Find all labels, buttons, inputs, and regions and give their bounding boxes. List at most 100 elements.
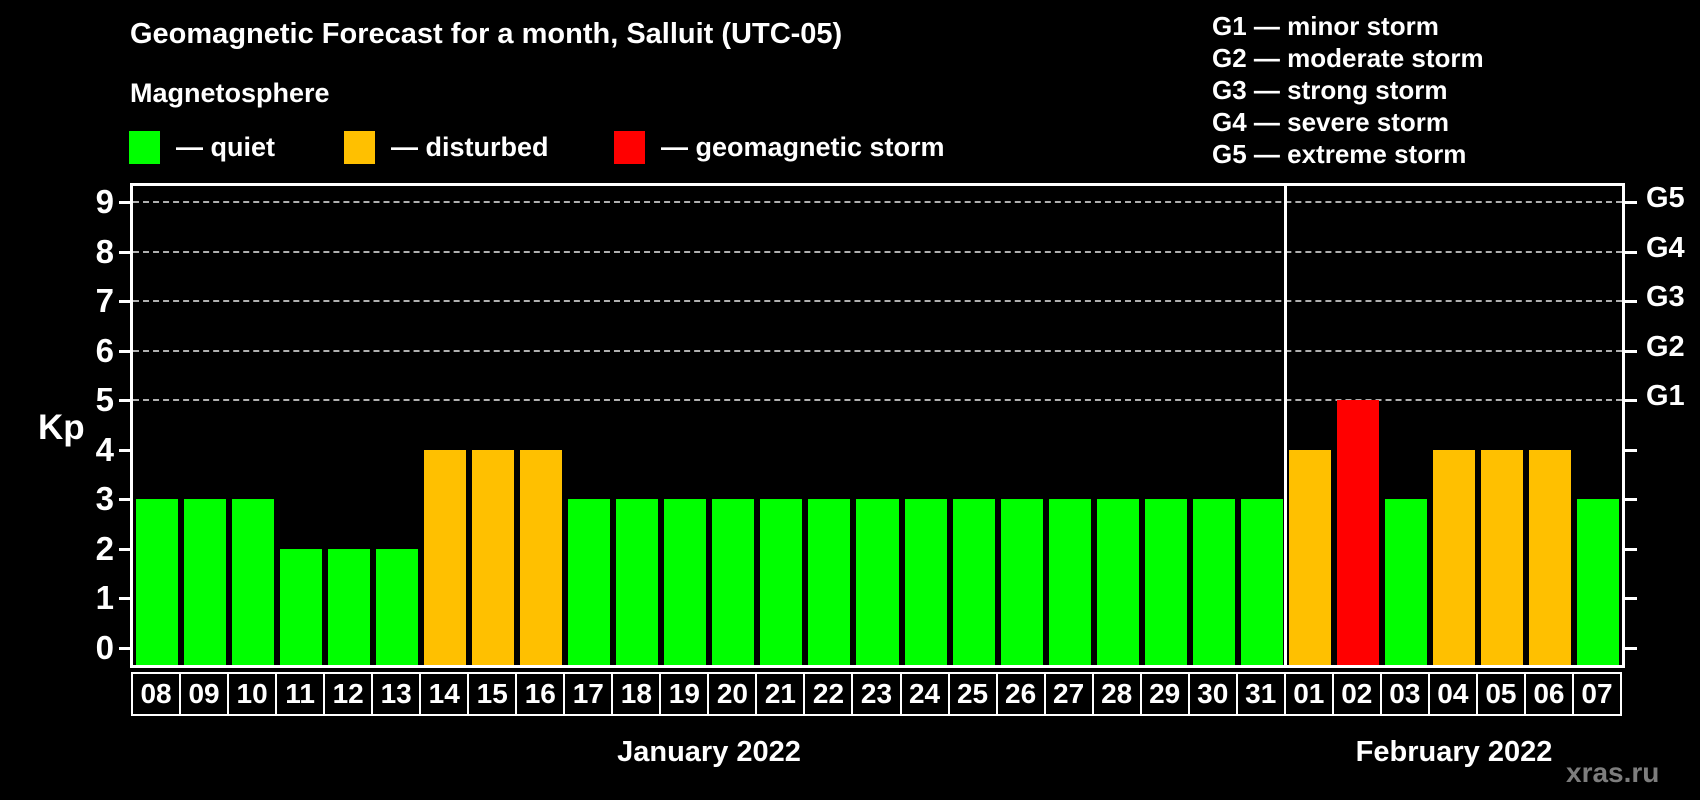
kp-bar [904, 499, 947, 665]
y-axis-tick [119, 597, 130, 600]
day-label: 10 [227, 672, 278, 716]
day-label: 26 [995, 672, 1046, 716]
day-label: 17 [563, 672, 614, 716]
y-axis-tick [119, 547, 130, 551]
day-label: 04 [1427, 672, 1478, 716]
storm-scale-item-g3: G3 — strong storm [1212, 75, 1448, 105]
day-label: 08 [131, 672, 182, 716]
g-scale-label: G2 [1646, 330, 1685, 363]
gridline [133, 399, 1622, 401]
month-separator [1284, 186, 1288, 665]
storm-color-swatch-icon [614, 131, 645, 164]
day-label: 06 [1523, 672, 1574, 716]
y-axis-tick-label: 5 [95, 381, 114, 418]
y-axis-tick [119, 349, 130, 353]
right-axis-tick [1625, 201, 1637, 204]
kp-bar [1576, 499, 1619, 665]
storm-scale-legend: G1 — minor storm G2 — moderate storm G3 … [1212, 10, 1484, 170]
day-label: 31 [1235, 672, 1286, 716]
kp-bar [1288, 449, 1331, 665]
day-label: 30 [1187, 672, 1238, 716]
kp-bar [1336, 400, 1379, 665]
legend-item-disturbed: — disturbed [344, 131, 549, 164]
kp-bar [136, 499, 179, 665]
kp-bar [568, 499, 611, 665]
gridline [133, 300, 1622, 302]
kp-bar [616, 499, 659, 665]
g-scale-label: G4 [1646, 231, 1685, 264]
day-label: 21 [755, 672, 806, 716]
day-label: 11 [275, 672, 326, 716]
y-axis-tick-label: 4 [95, 430, 114, 468]
day-label: 12 [323, 672, 374, 716]
storm-scale-item-g2: G2 — moderate storm [1212, 43, 1484, 73]
kp-bar [1384, 499, 1427, 665]
kp-bar [520, 449, 563, 665]
kp-bar [376, 548, 419, 665]
right-axis-tick [1625, 498, 1637, 501]
day-label: 13 [371, 672, 422, 716]
day-label: 19 [659, 672, 710, 716]
y-axis-tick [119, 201, 130, 204]
legend-label: — disturbed [391, 132, 549, 162]
g-scale-label: G3 [1646, 281, 1685, 313]
kp-bar [952, 499, 995, 665]
kp-bar [1048, 499, 1091, 665]
kp-bar [1240, 499, 1283, 665]
watermark: xras.ru [1566, 757, 1660, 788]
day-label: 15 [467, 672, 518, 716]
y-axis-tick-label: 9 [95, 183, 114, 220]
kp-bar [856, 499, 899, 665]
day-label: 25 [947, 672, 998, 716]
right-axis-tick [1625, 250, 1637, 254]
day-label: 09 [179, 672, 230, 716]
y-axis-tick-label: 7 [95, 282, 114, 319]
kp-bar [1528, 449, 1571, 665]
kp-bar [232, 499, 275, 665]
kp-bar [1432, 449, 1475, 665]
quiet-color-swatch-icon [129, 131, 160, 164]
g-scale-label: G1 [1646, 380, 1685, 412]
day-label: 07 [1571, 672, 1622, 716]
storm-scale-item-g5: G5 — extreme storm [1212, 139, 1467, 169]
right-axis-tick [1625, 349, 1637, 353]
g-scale-label: G5 [1646, 182, 1685, 214]
kp-bar [280, 548, 323, 665]
y-axis-tick-label: 2 [95, 529, 114, 567]
legend-label: — quiet [176, 132, 275, 162]
y-axis-tick-label: 6 [95, 331, 114, 369]
storm-scale-item-g1: G1 — minor storm [1212, 11, 1439, 41]
magnetosphere-label: Magnetosphere [130, 78, 330, 108]
kp-bar [1096, 499, 1139, 665]
day-label: 29 [1139, 672, 1190, 716]
kp-bar [1144, 499, 1187, 665]
day-label: 03 [1379, 672, 1430, 716]
y-axis-tick-label: 3 [95, 480, 114, 517]
day-label: 02 [1331, 672, 1382, 716]
y-axis-tick-label: 1 [95, 579, 114, 616]
kp-bar [664, 499, 707, 665]
day-label: 24 [899, 672, 950, 716]
kp-bar [760, 499, 803, 665]
month-label-january: January 2022 [617, 736, 801, 768]
gridline [133, 201, 1622, 203]
y-axis-tick [119, 646, 130, 650]
legend-item-storm: — geomagnetic storm [614, 131, 945, 164]
disturbed-color-swatch-icon [344, 131, 375, 164]
gridline [133, 250, 1622, 253]
right-axis-tick [1625, 547, 1637, 551]
page-title: Geomagnetic Forecast for a month, Sallui… [130, 18, 843, 50]
legend-label: — geomagnetic storm [661, 132, 945, 162]
right-axis-tick [1625, 597, 1637, 600]
day-label: 20 [707, 672, 758, 716]
kp-bar [328, 548, 371, 665]
right-axis-tick [1625, 300, 1637, 303]
y-axis-tick [119, 498, 130, 501]
gridline [133, 349, 1622, 352]
right-axis-tick [1625, 448, 1637, 452]
day-label: 28 [1091, 672, 1142, 716]
day-label: 05 [1475, 672, 1526, 716]
y-axis-tick [119, 300, 130, 303]
plot-area [130, 183, 1625, 668]
